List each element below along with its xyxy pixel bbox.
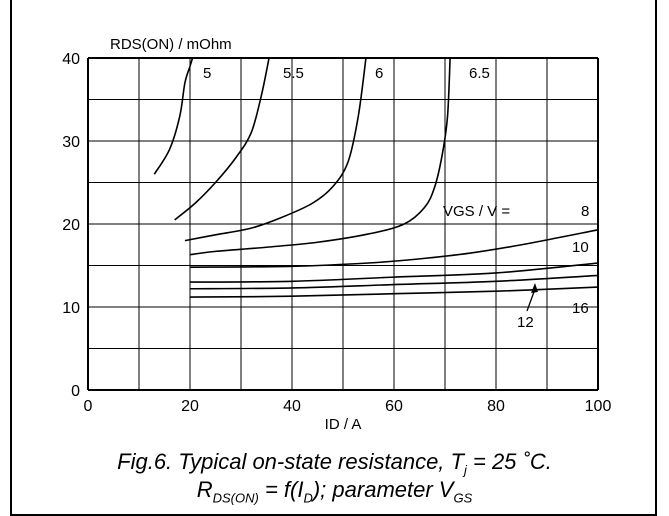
caption-line-2-b: = f(I: [258, 477, 304, 502]
curve-label-5: 5: [203, 65, 211, 82]
tick-labels: 0 20 40 60 80 100 0 10 20 30 40: [62, 51, 611, 415]
chart: 0 20 40 60 80 100 0 10 20 30 40 5 5.5 6 6.5 8 10 12 16 RD…: [62, 36, 611, 433]
series-line-8: [189, 229, 598, 268]
x-tick-label: 80: [487, 398, 505, 415]
caption-line-2-c: ); parameter V: [312, 477, 454, 502]
series-line-6: [184, 58, 367, 242]
legend-label: VGS / V =: [443, 203, 510, 220]
curve-labels: 5 5.5 6 6.5 8 10 12 16: [203, 65, 589, 331]
curve-label-6: 6: [375, 65, 383, 82]
x-axis-label: ID / A: [325, 416, 362, 433]
label-12-arrow-line: [526, 288, 536, 312]
y-tick-label: 30: [62, 134, 80, 151]
x-tick-label: 60: [385, 398, 403, 415]
label-12-arrow-head: [531, 283, 538, 293]
curve-label-8: 8: [581, 203, 589, 220]
x-tick-label: 0: [84, 398, 93, 415]
curves: [153, 58, 598, 298]
series-line-6-5: [189, 58, 451, 256]
x-tick-label: 100: [585, 398, 612, 415]
grid: [87, 57, 599, 391]
series-line-12: [189, 274, 598, 290]
caption-line-2-a: R: [196, 477, 213, 502]
curve-label-10: 10: [572, 239, 589, 256]
caption-line-2: RDS(ON) = f(ID); parameter VGS: [0, 477, 669, 505]
curve-label-12: 12: [517, 314, 534, 331]
y-tick-label: 10: [62, 300, 80, 317]
series-line-5-5: [174, 58, 270, 221]
y-axis-label: RDS(ON) / mOhm: [110, 36, 232, 53]
y-tick-label: 40: [62, 51, 80, 68]
x-tick-label: 20: [181, 398, 199, 415]
caption-line-1-rest: = 25 ˚C.: [466, 449, 552, 474]
caption-line-2-a-sub: DS(ON): [212, 490, 259, 506]
curve-label-5-5: 5.5: [283, 65, 304, 82]
x-tick-label: 40: [283, 398, 301, 415]
caption-line-2-c-sub: GS: [453, 490, 473, 506]
curve-label-6-5: 6.5: [469, 65, 490, 82]
caption-line-2-b-sub: D: [303, 490, 313, 506]
caption-line-1: Fig.6. Typical on-state resistance, Tj =…: [0, 449, 669, 477]
series-line-10: [189, 262, 598, 283]
series-line-16: [189, 286, 598, 298]
curve-label-16: 16: [572, 300, 589, 317]
series-line-5: [153, 58, 194, 175]
caption-line-1-sub: j: [463, 462, 467, 478]
y-tick-label: 20: [62, 217, 80, 234]
caption-line-1-text: Fig.6. Typical on-state resistance, T: [117, 449, 464, 474]
y-tick-label: 0: [71, 383, 80, 400]
